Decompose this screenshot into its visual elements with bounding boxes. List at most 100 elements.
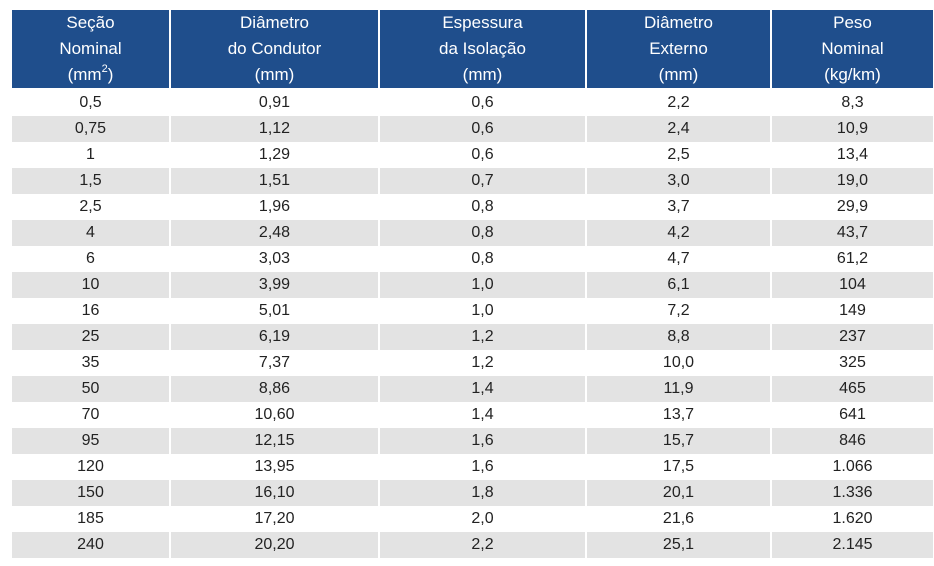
cell-peso-nominal: 846 (772, 428, 933, 454)
table-body: 0,5 0,91 0,6 2,2 8,3 0,75 1,12 0,6 2,4 10,9 1 1,29 0… (12, 90, 933, 558)
header-line: Diâmetro (644, 13, 713, 32)
cable-spec-table: Seção Nominal (mm2) Diâmetro do Condutor… (10, 10, 934, 558)
cell-diametro-externo: 13,7 (587, 402, 770, 428)
table-row: 1 1,29 0,6 2,5 13,4 (12, 142, 933, 168)
header-line: do Condutor (227, 39, 322, 58)
cell-peso-nominal: 19,0 (772, 168, 933, 194)
cell-diametro-externo: 4,7 (587, 246, 770, 272)
cell-peso-nominal: 13,4 (772, 142, 933, 168)
header-unit: (mm) (462, 65, 503, 84)
header-unit: (mm) (658, 65, 699, 84)
cell-diametro-condutor: 10,60 (171, 402, 378, 428)
cell-diametro-condutor: 1,29 (171, 142, 378, 168)
cell-diametro-externo: 15,7 (587, 428, 770, 454)
cell-espessura-isolacao: 1,2 (380, 324, 585, 350)
cell-diametro-condutor: 7,37 (171, 350, 378, 376)
cell-diametro-externo: 3,0 (587, 168, 770, 194)
cell-diametro-externo: 3,7 (587, 194, 770, 220)
table-row: 4 2,48 0,8 4,2 43,7 (12, 220, 933, 246)
cell-peso-nominal: 1.620 (772, 506, 933, 532)
cell-diametro-condutor: 17,20 (171, 506, 378, 532)
cell-diametro-externo: 2,2 (587, 90, 770, 116)
header-unit: (mm2) (67, 63, 114, 84)
cell-peso-nominal: 1.066 (772, 454, 933, 480)
header-line: Diâmetro (240, 13, 309, 32)
cell-secao-nominal: 25 (12, 324, 169, 350)
cell-secao-nominal: 50 (12, 376, 169, 402)
cell-espessura-isolacao: 0,8 (380, 220, 585, 246)
cell-diametro-condutor: 2,48 (171, 220, 378, 246)
table-row: 35 7,37 1,2 10,0 325 (12, 350, 933, 376)
header-diametro-condutor: Diâmetro do Condutor (mm) (171, 10, 378, 88)
cell-diametro-externo: 4,2 (587, 220, 770, 246)
cell-diametro-condutor: 3,99 (171, 272, 378, 298)
table-row: 16 5,01 1,0 7,2 149 (12, 298, 933, 324)
header-unit: (kg/km) (824, 65, 881, 84)
cell-peso-nominal: 237 (772, 324, 933, 350)
table-row: 1,5 1,51 0,7 3,0 19,0 (12, 168, 933, 194)
cell-diametro-externo: 6,1 (587, 272, 770, 298)
cell-diametro-externo: 20,1 (587, 480, 770, 506)
cell-espessura-isolacao: 1,2 (380, 350, 585, 376)
cell-peso-nominal: 1.336 (772, 480, 933, 506)
table-row: 95 12,15 1,6 15,7 846 (12, 428, 933, 454)
cell-secao-nominal: 240 (12, 532, 169, 558)
cell-diametro-externo: 2,5 (587, 142, 770, 168)
cell-diametro-condutor: 12,15 (171, 428, 378, 454)
cell-diametro-condutor: 16,10 (171, 480, 378, 506)
cell-secao-nominal: 6 (12, 246, 169, 272)
table-row: 240 20,20 2,2 25,1 2.145 (12, 532, 933, 558)
table-row: 70 10,60 1,4 13,7 641 (12, 402, 933, 428)
cell-peso-nominal: 61,2 (772, 246, 933, 272)
cell-secao-nominal: 185 (12, 506, 169, 532)
header-secao-nominal: Seção Nominal (mm2) (12, 10, 169, 88)
cell-espessura-isolacao: 1,4 (380, 402, 585, 428)
cell-diametro-externo: 17,5 (587, 454, 770, 480)
cell-espessura-isolacao: 0,7 (380, 168, 585, 194)
cell-espessura-isolacao: 2,0 (380, 506, 585, 532)
cell-peso-nominal: 10,9 (772, 116, 933, 142)
cell-secao-nominal: 70 (12, 402, 169, 428)
cell-peso-nominal: 104 (772, 272, 933, 298)
header-peso-nominal: Peso Nominal (kg/km) (772, 10, 933, 88)
table-row: 10 3,99 1,0 6,1 104 (12, 272, 933, 298)
cell-espessura-isolacao: 1,6 (380, 428, 585, 454)
cell-diametro-condutor: 1,51 (171, 168, 378, 194)
cell-diametro-externo: 8,8 (587, 324, 770, 350)
header-line: Espessura (442, 13, 523, 32)
cable-spec-table-container: Seção Nominal (mm2) Diâmetro do Condutor… (10, 10, 933, 558)
cell-peso-nominal: 641 (772, 402, 933, 428)
cell-diametro-condutor: 8,86 (171, 376, 378, 402)
table-row: 150 16,10 1,8 20,1 1.336 (12, 480, 933, 506)
header-line: Nominal (821, 39, 884, 58)
cell-peso-nominal: 465 (772, 376, 933, 402)
cell-secao-nominal: 4 (12, 220, 169, 246)
cell-espessura-isolacao: 0,8 (380, 194, 585, 220)
table-row: 185 17,20 2,0 21,6 1.620 (12, 506, 933, 532)
header-line: da Isolação (439, 39, 526, 58)
table-row: 0,5 0,91 0,6 2,2 8,3 (12, 90, 933, 116)
table-row: 0,75 1,12 0,6 2,4 10,9 (12, 116, 933, 142)
cell-secao-nominal: 2,5 (12, 194, 169, 220)
cell-secao-nominal: 16 (12, 298, 169, 324)
cell-secao-nominal: 150 (12, 480, 169, 506)
header-line: Seção (66, 13, 115, 32)
cell-espessura-isolacao: 0,8 (380, 246, 585, 272)
header-line: Peso (833, 13, 872, 32)
header-line: Nominal (59, 39, 122, 58)
cell-diametro-externo: 11,9 (587, 376, 770, 402)
table-row: 25 6,19 1,2 8,8 237 (12, 324, 933, 350)
cell-espessura-isolacao: 1,0 (380, 298, 585, 324)
cell-espessura-isolacao: 0,6 (380, 116, 585, 142)
header-diametro-externo: Diâmetro Externo (mm) (587, 10, 770, 88)
cell-espessura-isolacao: 1,8 (380, 480, 585, 506)
table-row: 6 3,03 0,8 4,7 61,2 (12, 246, 933, 272)
cell-peso-nominal: 43,7 (772, 220, 933, 246)
table-row: 120 13,95 1,6 17,5 1.066 (12, 454, 933, 480)
cell-secao-nominal: 0,75 (12, 116, 169, 142)
cell-diametro-externo: 2,4 (587, 116, 770, 142)
cell-secao-nominal: 1,5 (12, 168, 169, 194)
cell-diametro-externo: 10,0 (587, 350, 770, 376)
cell-peso-nominal: 2.145 (772, 532, 933, 558)
cell-diametro-condutor: 0,91 (171, 90, 378, 116)
